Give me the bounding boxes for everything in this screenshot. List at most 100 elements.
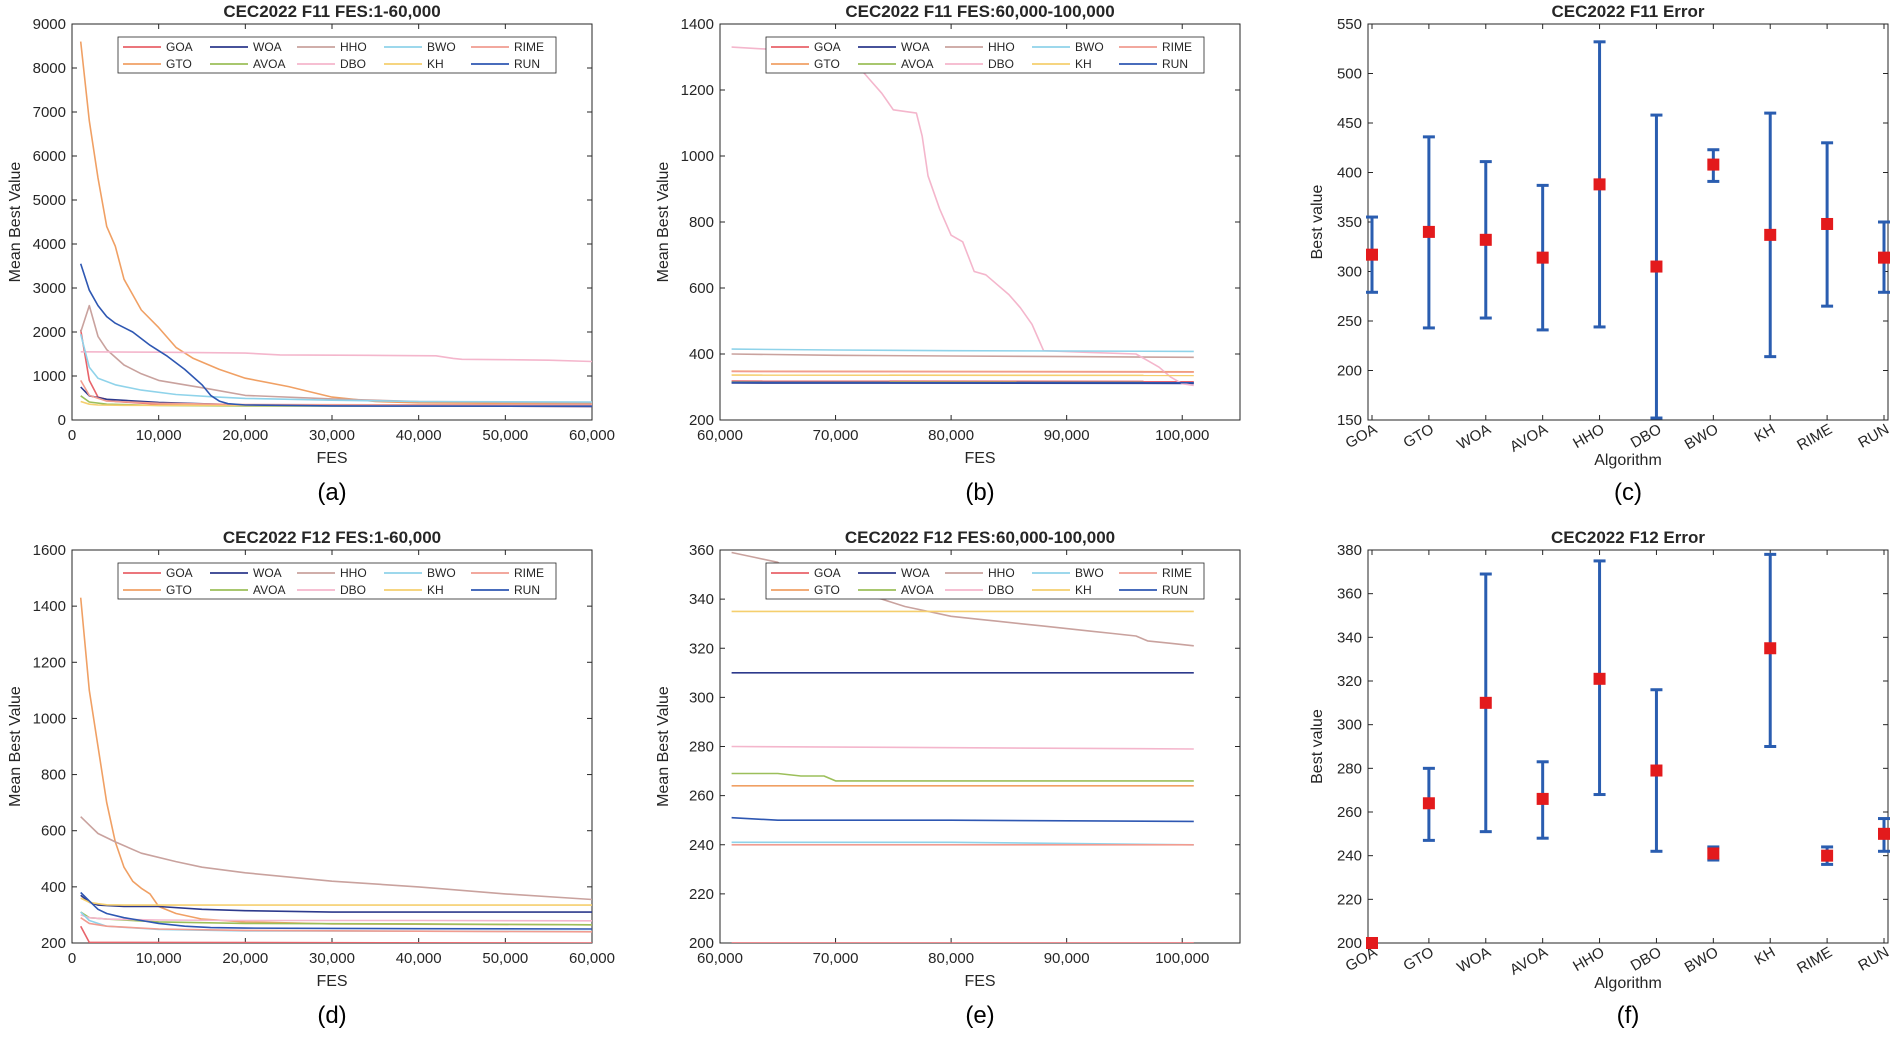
axes-box bbox=[1368, 550, 1888, 943]
x-category-label: DBO bbox=[1628, 421, 1665, 452]
legend-label-dbo: DBO bbox=[340, 57, 366, 71]
x-tick-label: 60,000 bbox=[697, 427, 743, 444]
y-tick-label: 350 bbox=[1337, 214, 1362, 231]
y-tick-label: 200 bbox=[1337, 935, 1362, 952]
mean-marker-run bbox=[1878, 828, 1890, 840]
legend-label-bwo: BWO bbox=[1075, 566, 1104, 580]
y-tick-label: 200 bbox=[41, 935, 66, 952]
legend-label-hho: HHO bbox=[340, 40, 367, 54]
x-tick-label: 70,000 bbox=[813, 950, 859, 967]
legend-label-run: RUN bbox=[514, 583, 540, 597]
legend-label-bwo: BWO bbox=[1075, 40, 1104, 54]
mean-marker-hho bbox=[1594, 673, 1606, 685]
x-tick-label: 100,000 bbox=[1155, 950, 1209, 967]
mean-marker-run bbox=[1878, 252, 1890, 264]
x-category-label: RUN bbox=[1855, 421, 1892, 452]
x-tick-label: 10,000 bbox=[136, 950, 182, 967]
y-tick-label: 7000 bbox=[33, 104, 66, 121]
y-tick-label: 8000 bbox=[33, 60, 66, 77]
legend-label-avoa: AVOA bbox=[901, 583, 933, 597]
x-tick-label: 60,000 bbox=[569, 950, 615, 967]
x-category-label: DBO bbox=[1628, 944, 1665, 975]
mean-marker-bwo bbox=[1707, 847, 1719, 859]
legend-label-avoa: AVOA bbox=[253, 57, 285, 71]
y-tick-label: 400 bbox=[41, 879, 66, 896]
mean-marker-woa bbox=[1480, 697, 1492, 709]
legend-label-rime: RIME bbox=[514, 566, 544, 580]
legend-label-hho: HHO bbox=[988, 566, 1015, 580]
y-tick-label: 380 bbox=[1337, 542, 1362, 559]
y-tick-label: 340 bbox=[1337, 629, 1362, 646]
legend-label-avoa: AVOA bbox=[901, 57, 933, 71]
y-tick-label: 800 bbox=[41, 767, 66, 784]
panel-caption: (e) bbox=[965, 1002, 994, 1029]
legend-label-kh: KH bbox=[427, 57, 444, 71]
chart-title: CEC2022 F12 FES:1-60,000 bbox=[223, 528, 441, 547]
legend-label-kh: KH bbox=[427, 583, 444, 597]
x-category-label: RIME bbox=[1794, 944, 1835, 977]
chart-title: CEC2022 F11 FES:1-60,000 bbox=[223, 2, 440, 21]
x-category-label: KH bbox=[1752, 944, 1779, 969]
x-tick-label: 20,000 bbox=[222, 950, 268, 967]
x-axis-label: Algorithm bbox=[1594, 452, 1662, 469]
x-tick-label: 80,000 bbox=[928, 950, 974, 967]
x-axis-label: FES bbox=[316, 450, 347, 467]
y-tick-label: 3000 bbox=[33, 280, 66, 297]
x-category-label: GTO bbox=[1400, 421, 1436, 452]
y-tick-label: 550 bbox=[1337, 16, 1362, 33]
y-tick-label: 1000 bbox=[33, 368, 66, 385]
legend-label-dbo: DBO bbox=[988, 583, 1014, 597]
y-tick-label: 5000 bbox=[33, 192, 66, 209]
panel-caption: (f) bbox=[1617, 1002, 1640, 1029]
x-category-label: WOA bbox=[1454, 421, 1494, 454]
legend-label-avoa: AVOA bbox=[253, 583, 285, 597]
panel-caption: (c) bbox=[1614, 479, 1642, 506]
legend-label-woa: WOA bbox=[901, 40, 930, 54]
y-tick-label: 1000 bbox=[33, 710, 66, 727]
legend-label-run: RUN bbox=[514, 57, 540, 71]
x-tick-label: 30,000 bbox=[309, 427, 355, 444]
legend-label-gto: GTO bbox=[814, 583, 840, 597]
x-tick-label: 70,000 bbox=[813, 427, 859, 444]
panel-caption: (a) bbox=[317, 479, 346, 506]
y-tick-label: 150 bbox=[1337, 412, 1362, 429]
x-axis-label: Algorithm bbox=[1594, 975, 1662, 992]
y-tick-label: 320 bbox=[689, 640, 714, 657]
x-tick-label: 0 bbox=[68, 427, 76, 444]
chart-title: CEC2022 F12 Error bbox=[1551, 528, 1705, 547]
axes-box bbox=[72, 550, 592, 943]
y-tick-label: 360 bbox=[689, 542, 714, 559]
y-tick-label: 2000 bbox=[33, 324, 66, 341]
x-tick-label: 80,000 bbox=[928, 427, 974, 444]
legend-label-hho: HHO bbox=[988, 40, 1015, 54]
mean-marker-kh bbox=[1764, 229, 1776, 241]
axes-box bbox=[1368, 24, 1888, 420]
legend-label-goa: GOA bbox=[166, 566, 193, 580]
y-axis-label: Mean Best Value bbox=[655, 162, 672, 283]
y-tick-label: 1200 bbox=[33, 654, 66, 671]
mean-marker-goa bbox=[1366, 937, 1378, 949]
y-tick-label: 300 bbox=[1337, 264, 1362, 281]
panel-caption: (b) bbox=[965, 479, 994, 506]
y-tick-label: 220 bbox=[1337, 891, 1362, 908]
mean-marker-kh bbox=[1764, 642, 1776, 654]
x-axis-label: FES bbox=[964, 450, 995, 467]
mean-marker-bwo bbox=[1707, 159, 1719, 171]
x-axis-label: FES bbox=[316, 973, 347, 990]
y-tick-label: 400 bbox=[1337, 165, 1362, 182]
mean-marker-goa bbox=[1366, 249, 1378, 261]
x-axis-label: FES bbox=[964, 973, 995, 990]
y-tick-label: 0 bbox=[58, 412, 66, 429]
y-axis-label: Best value bbox=[1309, 709, 1326, 784]
y-tick-label: 6000 bbox=[33, 148, 66, 165]
mean-marker-rime bbox=[1821, 218, 1833, 230]
chart-title: CEC2022 F11 Error bbox=[1551, 2, 1704, 21]
x-tick-label: 10,000 bbox=[136, 427, 182, 444]
y-tick-label: 240 bbox=[689, 837, 714, 854]
